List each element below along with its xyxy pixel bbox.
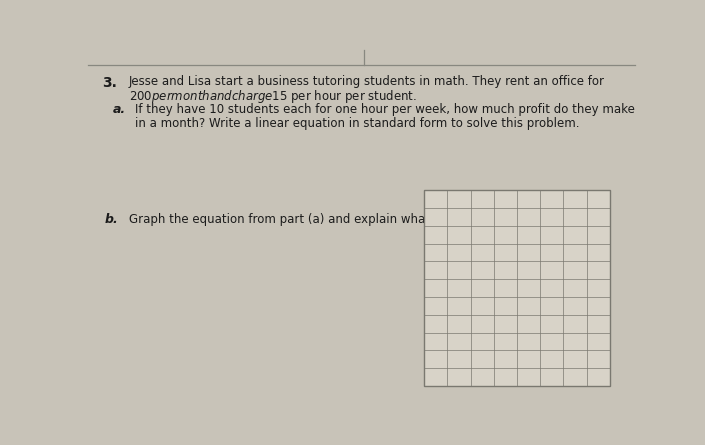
Text: If they have 10 students each for one hour per week, how much profit do they mak: If they have 10 students each for one ho… [135, 103, 634, 116]
Text: Graph the equation from part (a) and explain what it models.: Graph the equation from part (a) and exp… [129, 213, 492, 226]
Text: Jesse and Lisa start a business tutoring students in math. They rent an office f: Jesse and Lisa start a business tutoring… [129, 75, 605, 88]
Text: a.: a. [113, 103, 125, 116]
Text: b.: b. [104, 213, 118, 226]
Text: in a month? Write a linear equation in standard form to solve this problem.: in a month? Write a linear equation in s… [135, 117, 579, 130]
Text: 3.: 3. [102, 76, 116, 90]
Bar [424, 190, 610, 386]
Text: $200 per month and charge $15 per hour per student.: $200 per month and charge $15 per hour p… [129, 88, 417, 105]
